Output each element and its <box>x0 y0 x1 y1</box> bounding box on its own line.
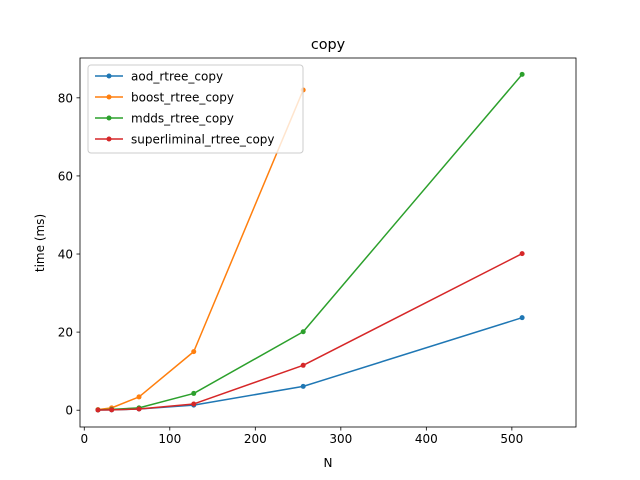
y-tick-label-4: 80 <box>58 91 73 105</box>
data-point-3-1 <box>109 407 115 413</box>
data-point-3-3 <box>191 401 197 407</box>
data-point-2-3 <box>191 390 197 396</box>
legend-label-1: boost_rtree_copy <box>131 91 234 105</box>
data-point-1-2 <box>136 394 142 400</box>
chart-title: copy <box>311 37 346 53</box>
data-point-3-5 <box>519 251 525 257</box>
legend-marker-1 <box>106 94 112 100</box>
legend: aod_rtree_copy boost_rtree_copy mdds_rtree… <box>87 64 304 154</box>
data-point-3-0 <box>95 407 101 413</box>
y-tick-label-2: 40 <box>58 248 73 262</box>
legend-marker-3 <box>106 136 112 142</box>
data-point-1-3 <box>191 349 197 355</box>
legend-box <box>87 64 304 154</box>
x-tick-label-2: 200 <box>244 432 267 446</box>
data-point-3-2 <box>136 406 142 412</box>
y-axis-label: time (ms) <box>33 214 47 272</box>
x-tick-label-1: 100 <box>158 432 181 446</box>
x-tick-label-3: 300 <box>329 432 352 446</box>
legend-marker-2 <box>106 115 112 121</box>
data-point-2-4 <box>300 329 306 335</box>
y-tick-label-3: 60 <box>58 169 73 183</box>
legend-marker-0 <box>106 73 112 79</box>
data-point-0-5 <box>519 315 525 321</box>
data-point-0-4 <box>300 383 306 389</box>
legend-label-0: aod_rtree_copy <box>131 70 223 84</box>
plot-area: 0 100 200 300 400 500 0 20 40 60 80 aod_rtree_copyb… <box>58 57 577 446</box>
x-axis-label: N <box>324 456 333 470</box>
legend-label-2: mdds_rtree_copy <box>131 112 234 126</box>
axes-frame <box>79 57 577 428</box>
y-tick-label-0: 0 <box>65 404 73 418</box>
data-point-2-5 <box>519 71 525 77</box>
x-tick-label-0: 0 <box>80 432 88 446</box>
data-point-3-4 <box>300 362 306 368</box>
x-tick-label-4: 400 <box>415 432 438 446</box>
y-tick-label-1: 20 <box>58 326 73 340</box>
legend-label-3: superliminal_rtree_copy <box>131 133 275 147</box>
x-tick-label-5: 500 <box>500 432 523 446</box>
